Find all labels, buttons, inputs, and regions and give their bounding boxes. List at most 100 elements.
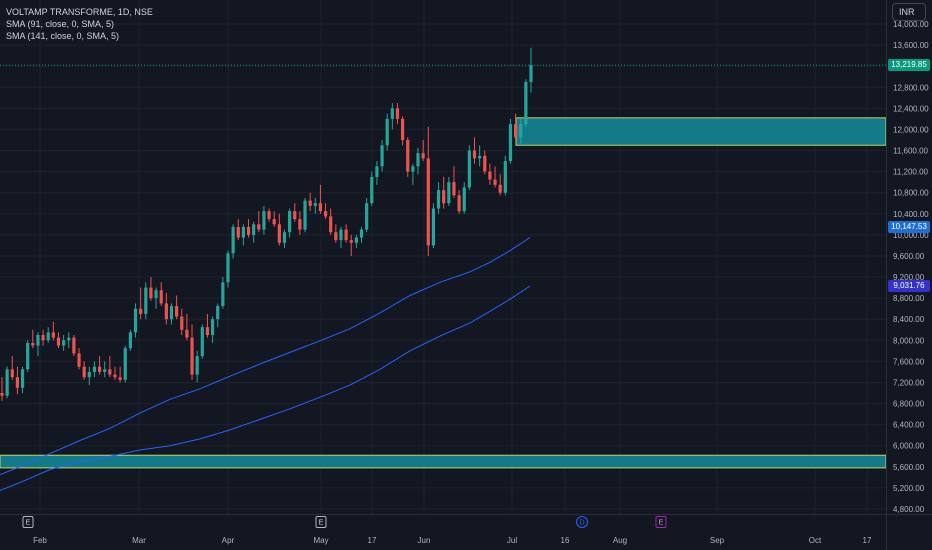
candle-body — [293, 211, 297, 220]
sma-line-1 — [0, 237, 531, 476]
candle-body — [395, 108, 400, 119]
candle-body — [92, 366, 97, 372]
candle-body — [169, 306, 174, 320]
x-tick-label: 17 — [863, 536, 872, 545]
sma-141-price-label: 9,031.76 — [888, 279, 930, 292]
candle-body — [41, 335, 45, 341]
earnings-marker[interactable] — [22, 516, 34, 528]
candle-body — [72, 337, 76, 354]
candle-body — [447, 182, 451, 204]
candle-body — [483, 155, 487, 172]
y-tick-label: 6,400.00 — [893, 421, 925, 430]
x-tick-label: May — [313, 536, 328, 545]
x-tick-label: 17 — [368, 536, 377, 545]
candle-body — [508, 124, 513, 162]
candle-body — [462, 187, 466, 212]
candle-body — [133, 308, 138, 333]
candle-body — [241, 226, 245, 238]
candle-body — [457, 195, 461, 212]
candle-body — [236, 226, 240, 238]
candle-body — [123, 348, 127, 380]
candle-body — [62, 340, 66, 346]
y-tick-label: 8,000.00 — [893, 336, 925, 345]
sma-141-legend[interactable]: SMA (141, close, 0, SMA, 5) — [6, 31, 120, 41]
y-tick-label: 7,600.00 — [893, 357, 925, 366]
candle-body — [190, 337, 194, 375]
candle-body — [180, 316, 184, 330]
x-tick-label: Sep — [710, 536, 725, 545]
candle-body — [257, 224, 261, 230]
candle-body — [267, 211, 271, 220]
candle-body — [354, 237, 358, 243]
candle-body — [108, 369, 112, 375]
candle-body — [221, 282, 225, 307]
y-tick-label: 4,800.00 — [893, 505, 925, 514]
candle-body — [401, 118, 405, 140]
x-tick-label: Aug — [613, 536, 627, 545]
symbol-title: VOLTAMP TRANSFORME, 1D, NSE — [6, 7, 153, 17]
candle-body — [262, 211, 266, 230]
earnings-marker-letter: E — [659, 520, 664, 527]
candle-body — [216, 306, 220, 320]
x-tick-label: Apr — [222, 536, 235, 545]
candle-body — [390, 108, 394, 119]
sma-91-legend[interactable]: SMA (91, close, 0, SMA, 5) — [6, 19, 115, 29]
candle-body — [436, 190, 441, 209]
candle-body — [175, 306, 179, 317]
dividend-marker-letter: D — [579, 520, 584, 527]
candle-body — [524, 81, 528, 125]
candle-body — [344, 229, 348, 241]
candle-body — [87, 371, 91, 378]
dividend-marker[interactable] — [576, 516, 588, 528]
y-tick-label: 10,000.00 — [893, 231, 929, 240]
earnings-marker[interactable] — [315, 516, 327, 528]
candle-body — [513, 124, 518, 138]
candle-body — [431, 208, 436, 246]
y-tick-label: 5,600.00 — [893, 463, 925, 472]
candle-body — [478, 155, 482, 159]
last-price-label: 13,219.85 — [888, 59, 930, 72]
zone-box — [515, 117, 887, 146]
candle-body — [426, 158, 430, 246]
currency-button[interactable]: INR — [892, 3, 926, 21]
x-tick-label: Jul — [507, 536, 517, 545]
candle-body — [31, 342, 35, 346]
candle-body — [442, 190, 446, 204]
candle-body — [359, 229, 364, 238]
x-tick-label: Jun — [418, 536, 431, 545]
candle-body — [385, 118, 389, 146]
candle-body — [200, 327, 204, 357]
candle-body — [20, 369, 25, 388]
candle-body — [144, 287, 148, 314]
earnings-marker-letter: E — [26, 520, 31, 527]
earnings-marker[interactable] — [655, 516, 667, 528]
chart-legend: VOLTAMP TRANSFORME, 1D, NSE SMA (91, clo… — [6, 6, 153, 42]
earnings-marker-letter: E — [319, 520, 324, 527]
candle-body — [210, 319, 215, 336]
candle-body — [488, 171, 492, 180]
candle-body — [51, 332, 55, 338]
candle-body — [103, 369, 107, 372]
x-tick-label: Oct — [809, 536, 822, 545]
x-tick-label: Mar — [132, 536, 146, 545]
candle-body — [467, 150, 471, 188]
y-tick-label: 14,000.00 — [893, 20, 929, 29]
candle-body — [411, 166, 415, 172]
candle-body — [252, 224, 256, 235]
candle-body — [375, 166, 379, 177]
candle-body — [277, 224, 281, 243]
candle-body — [503, 161, 507, 193]
candle-body — [308, 200, 312, 206]
candle-body — [313, 203, 317, 206]
candle-body — [406, 139, 410, 172]
candle-body — [329, 216, 333, 233]
candle-body — [298, 219, 302, 230]
candle-body — [226, 253, 230, 283]
x-tick-label: 16 — [561, 536, 570, 545]
y-tick-label: 9,200.00 — [893, 273, 925, 282]
candle-body — [118, 377, 122, 380]
candle-body — [5, 369, 9, 396]
candle-body — [26, 342, 30, 370]
y-tick-label: 6,000.00 — [893, 442, 925, 451]
